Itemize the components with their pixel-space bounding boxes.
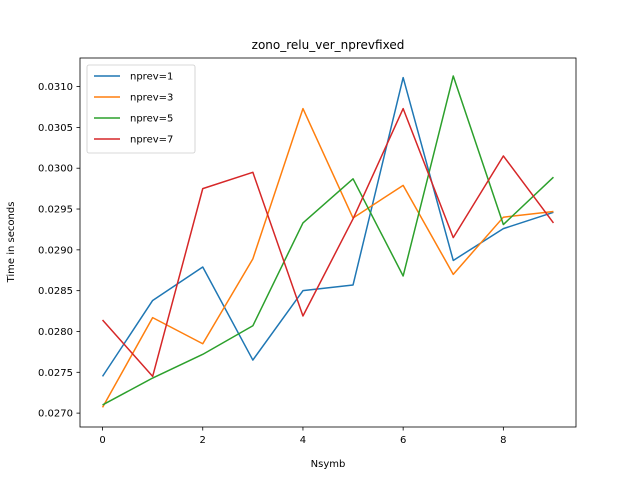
- y-tick-label: 0.0290: [38, 245, 73, 256]
- x-tick-label: 4: [300, 435, 306, 446]
- x-tick-label: 8: [500, 435, 506, 446]
- y-tick-label: 0.0270: [38, 409, 73, 420]
- legend-label: nprev=5: [130, 114, 173, 125]
- y-tick-label: 0.0305: [38, 123, 73, 134]
- y-tick-label: 0.0300: [38, 164, 73, 175]
- legend-label: nprev=1: [130, 72, 173, 83]
- legend-box: [86, 64, 196, 154]
- series-line-nprev-7: [101, 107, 555, 378]
- y-axis-label: Time in seconds: [6, 202, 17, 284]
- legend: nprev=1 nprev=3 nprev=5 nprev=7: [86, 64, 196, 154]
- y-tick-label: 0.0310: [38, 82, 73, 93]
- series-line-nprev-3: [101, 107, 554, 408]
- y-tick-label: 0.0280: [38, 327, 73, 338]
- y-tick-label: 0.0295: [38, 205, 73, 216]
- plot-area: 0 2 4 6 8 0.0270 0.0275 0.0280 0.0285 0.0290 0.029…: [38, 57, 577, 446]
- series-line-nprev-5: [102, 75, 554, 406]
- x-tick-label: 0: [99, 435, 105, 446]
- y-tick-label: 0.0285: [38, 286, 73, 297]
- chart-title: zono_relu_ver_nprevfixed: [252, 38, 405, 52]
- y-tick-label: 0.0275: [38, 368, 73, 379]
- x-tick-label: 2: [200, 435, 206, 446]
- x-tick-label: 6: [400, 435, 406, 446]
- axes-frame: [79, 57, 577, 428]
- x-axis-label: Nsymb: [311, 459, 346, 470]
- legend-label: nprev=3: [130, 93, 173, 104]
- legend-label: nprev=7: [130, 135, 173, 146]
